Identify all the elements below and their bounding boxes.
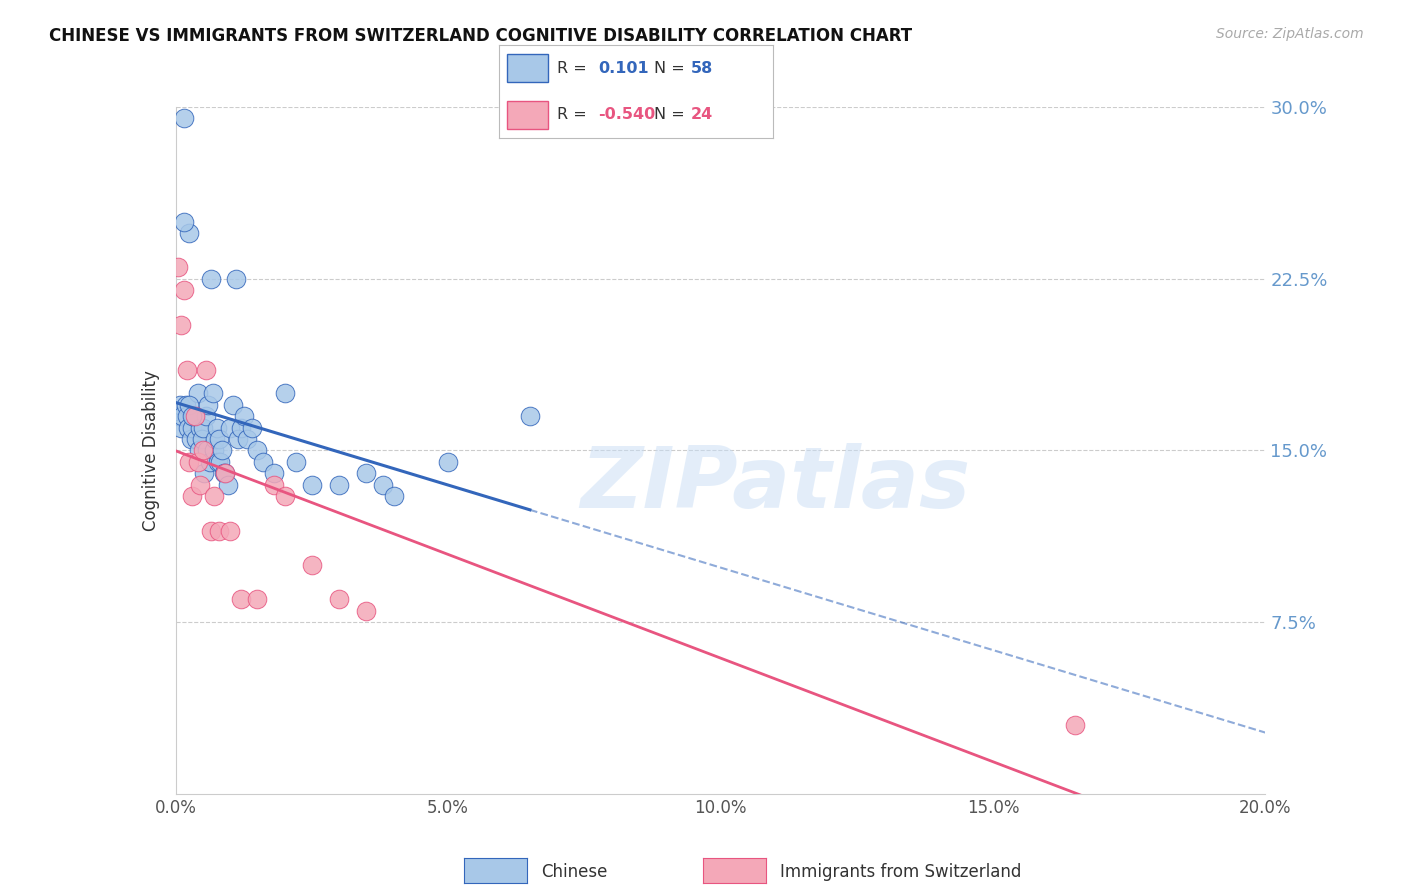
Point xyxy=(235,432,257,446)
Point xyxy=(173,214,195,228)
Text: Source: ZipAtlas.com: Source: ZipAtlas.com xyxy=(1216,27,1364,41)
Point xyxy=(186,386,209,401)
Point xyxy=(225,271,247,285)
Point xyxy=(246,443,269,458)
Point xyxy=(176,363,198,377)
Point xyxy=(201,386,224,401)
Text: ZIPatlas: ZIPatlas xyxy=(579,443,970,526)
Point xyxy=(356,467,378,481)
Point xyxy=(194,409,217,424)
Point xyxy=(246,592,269,607)
Point xyxy=(195,443,218,458)
Point xyxy=(170,420,193,434)
Point xyxy=(212,467,235,481)
Point xyxy=(200,271,222,285)
Point xyxy=(177,420,200,434)
Text: R =: R = xyxy=(557,107,592,122)
Point xyxy=(179,226,201,240)
Point xyxy=(184,409,207,424)
Bar xyxy=(508,101,548,129)
Point xyxy=(184,409,207,424)
Text: Immigrants from Switzerland: Immigrants from Switzerland xyxy=(780,863,1022,881)
Point xyxy=(208,524,231,538)
Point xyxy=(191,432,214,446)
Point xyxy=(252,455,274,469)
Point xyxy=(167,409,190,424)
Text: N =: N = xyxy=(654,107,690,122)
Point xyxy=(174,398,197,412)
Point xyxy=(188,420,211,434)
Point xyxy=(193,467,215,481)
Point xyxy=(284,455,307,469)
Point xyxy=(232,409,254,424)
Point xyxy=(172,409,194,424)
Point xyxy=(191,443,214,458)
Point xyxy=(274,386,297,401)
Text: N =: N = xyxy=(654,61,690,76)
Point xyxy=(371,478,394,492)
Point xyxy=(211,443,233,458)
Bar xyxy=(508,54,548,82)
Text: 58: 58 xyxy=(692,61,713,76)
Point xyxy=(170,318,193,332)
Point xyxy=(200,524,222,538)
Point xyxy=(194,363,217,377)
Point xyxy=(179,455,201,469)
Point xyxy=(301,558,323,572)
Y-axis label: Cognitive Disability: Cognitive Disability xyxy=(142,370,160,531)
Point xyxy=(274,489,297,503)
Point xyxy=(240,420,263,434)
Point xyxy=(181,409,204,424)
Point xyxy=(167,260,190,275)
Point xyxy=(214,467,236,481)
Point xyxy=(204,432,226,446)
Point xyxy=(356,604,378,618)
Point xyxy=(328,478,350,492)
Text: -0.540: -0.540 xyxy=(598,107,655,122)
Point xyxy=(197,398,219,412)
Text: Chinese: Chinese xyxy=(541,863,607,881)
Point xyxy=(181,409,204,424)
Text: CHINESE VS IMMIGRANTS FROM SWITZERLAND COGNITIVE DISABILITY CORRELATION CHART: CHINESE VS IMMIGRANTS FROM SWITZERLAND C… xyxy=(49,27,912,45)
Point xyxy=(198,455,221,469)
Point xyxy=(228,432,250,446)
Point xyxy=(187,443,209,458)
Text: R =: R = xyxy=(557,61,592,76)
Point xyxy=(173,283,195,297)
Point xyxy=(207,455,229,469)
Point xyxy=(301,478,323,492)
Point xyxy=(202,443,225,458)
Text: 24: 24 xyxy=(692,107,713,122)
Point xyxy=(217,478,239,492)
Point xyxy=(180,432,202,446)
Point xyxy=(219,420,242,434)
Point xyxy=(173,112,195,126)
Point xyxy=(222,398,245,412)
Point xyxy=(205,420,228,434)
Point xyxy=(231,592,253,607)
Point xyxy=(202,489,225,503)
Point xyxy=(214,467,236,481)
Point xyxy=(219,524,242,538)
Point xyxy=(181,420,204,434)
Point xyxy=(263,478,285,492)
Point xyxy=(209,455,232,469)
Text: 0.101: 0.101 xyxy=(598,61,648,76)
Point xyxy=(231,420,253,434)
Point xyxy=(437,455,460,469)
Point xyxy=(176,409,198,424)
Point xyxy=(179,398,201,412)
Point xyxy=(519,409,541,424)
Point xyxy=(208,432,231,446)
Point xyxy=(181,489,204,503)
Point xyxy=(1063,718,1085,732)
Point xyxy=(188,478,211,492)
Point xyxy=(382,489,405,503)
Point xyxy=(186,432,208,446)
Point xyxy=(191,420,214,434)
Point xyxy=(263,467,285,481)
Point xyxy=(328,592,350,607)
Point xyxy=(186,455,209,469)
Point xyxy=(169,398,191,412)
